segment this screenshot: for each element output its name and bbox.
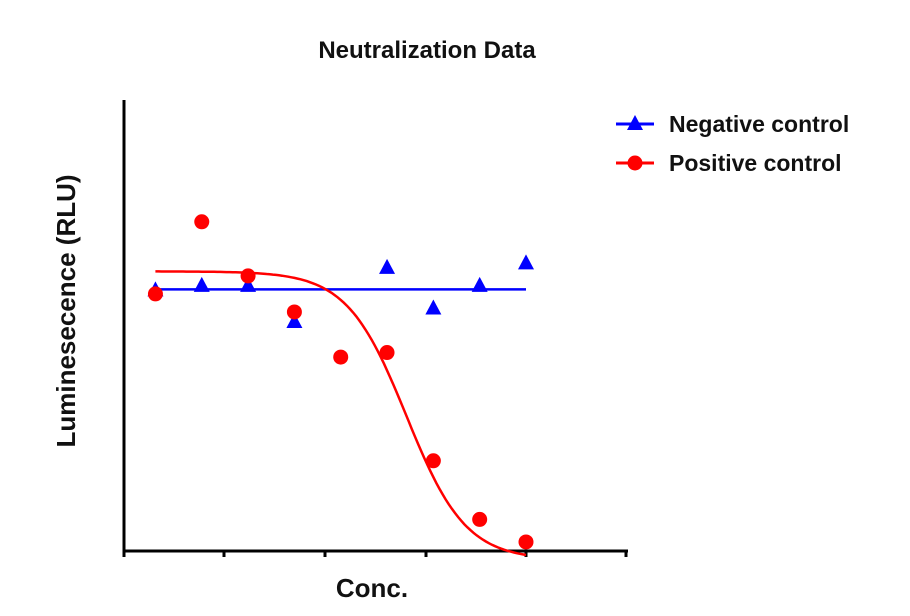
data-point-series-0-1 bbox=[193, 276, 210, 292]
legend-triangle-icon bbox=[627, 115, 643, 130]
legend-label-positive-control: Positive control bbox=[669, 150, 842, 176]
data-point-series-1-1 bbox=[194, 214, 210, 230]
data-point-series-0-6 bbox=[471, 276, 488, 292]
data-point-series-1-8 bbox=[518, 534, 534, 550]
data-point-series-1-0 bbox=[147, 286, 163, 302]
data-point-series-1-4 bbox=[333, 349, 349, 365]
data-point-series-0-3 bbox=[286, 312, 303, 328]
data-point-series-0-7 bbox=[518, 254, 534, 270]
chart-title: Neutralization Data bbox=[318, 37, 536, 64]
legend-label-negative-control: Negative control bbox=[669, 111, 849, 137]
x-axis-label: Conc. bbox=[336, 573, 408, 603]
data-point-series-1-7 bbox=[472, 511, 488, 527]
data-point-series-1-2 bbox=[240, 268, 256, 284]
legend: Negative control Positive control bbox=[616, 111, 849, 176]
data-markers bbox=[147, 214, 534, 550]
data-point-series-0-2 bbox=[240, 276, 257, 292]
data-point-series-0-5 bbox=[425, 299, 442, 315]
data-point-series-1-3 bbox=[286, 304, 302, 320]
legend-item-positive-control: Positive control bbox=[616, 150, 842, 176]
data-point-series-1-5 bbox=[379, 345, 395, 361]
plot-area bbox=[122, 100, 628, 557]
data-point-series-1-6 bbox=[425, 453, 441, 469]
data-point-series-0-4 bbox=[379, 258, 396, 274]
legend-circle-icon bbox=[627, 155, 643, 171]
fit-lines bbox=[155, 270, 527, 557]
fit-curve-series-1 bbox=[155, 270, 527, 557]
legend-item-negative-control: Negative control bbox=[616, 111, 849, 137]
y-axis-label: Luminesecence (RLU) bbox=[51, 174, 81, 447]
